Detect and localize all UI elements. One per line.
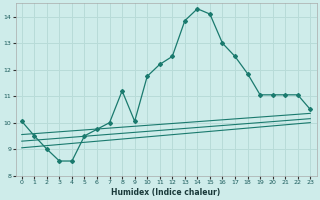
- X-axis label: Humidex (Indice chaleur): Humidex (Indice chaleur): [111, 188, 221, 197]
